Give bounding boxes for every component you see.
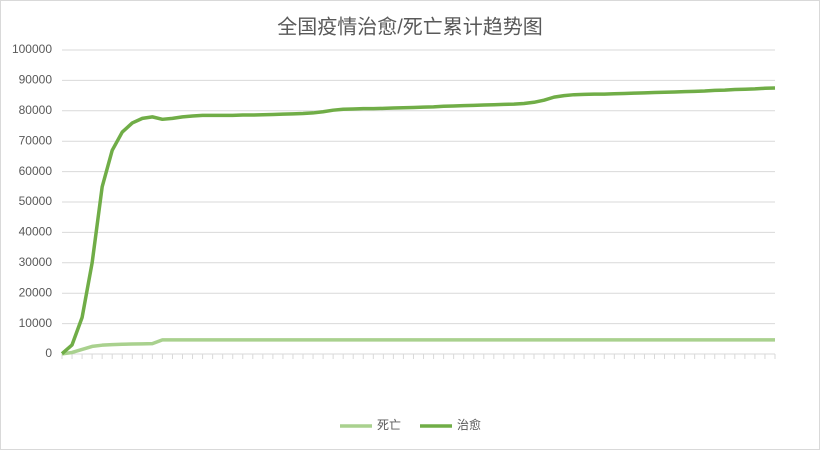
y-tick-label: 20000	[19, 285, 53, 299]
legend-label: 死亡	[377, 418, 401, 432]
line-series	[60, 86, 776, 356]
y-tick-label: 60000	[19, 164, 53, 178]
y-tick-label: 0	[45, 346, 52, 360]
y-tick-label: 100000	[12, 42, 52, 56]
chart-title: 全国疫情治愈/死亡累计趋势图	[277, 15, 543, 38]
y-tick-label: 30000	[19, 255, 53, 269]
legend-label: 治愈	[457, 417, 481, 432]
y-tick-label: 70000	[19, 133, 53, 147]
y-tick-label: 80000	[19, 103, 53, 117]
y-tick-label: 90000	[19, 73, 53, 87]
line-series	[61, 338, 775, 356]
y-tick-label: 50000	[19, 194, 53, 208]
y-tick-label: 10000	[19, 316, 53, 330]
y-tick-label: 40000	[19, 225, 53, 239]
